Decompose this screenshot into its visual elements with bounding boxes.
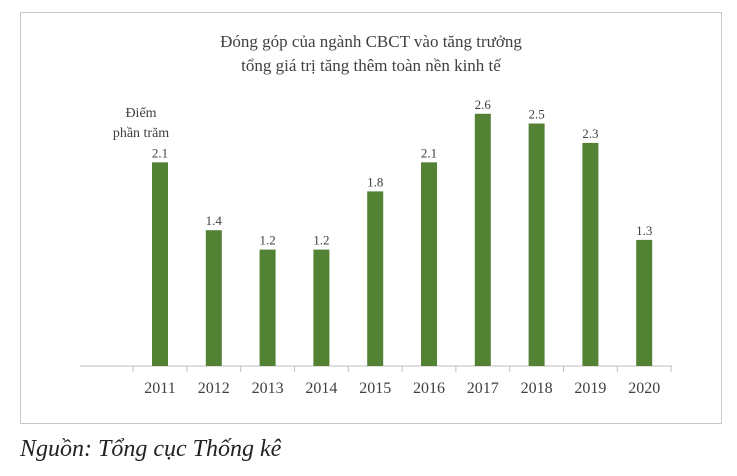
- data-label-2018: 2.5: [528, 107, 544, 122]
- x-tick-label-2014: 2014: [305, 380, 337, 397]
- y-axis-unit-label: Điểm phần trăm: [101, 104, 181, 144]
- data-label-2014: 1.2: [313, 233, 329, 248]
- x-tick-label-2019: 2019: [574, 380, 606, 397]
- data-label-2015: 1.8: [367, 174, 383, 189]
- source-note: Nguồn: Tổng cục Thống kê: [20, 436, 282, 462]
- chart-title-line-2: tổng giá trị tăng thêm toàn nền kinh tế: [241, 56, 501, 75]
- chart-title: Đóng góp của ngành CBCT vào tăng trưởng …: [20, 30, 722, 78]
- x-tick-label-2020: 2020: [628, 380, 660, 397]
- x-tick-label-2011: 2011: [144, 380, 175, 397]
- bar-2016: [421, 162, 437, 366]
- x-tick-label-2015: 2015: [359, 380, 391, 397]
- bar-2018: [528, 123, 545, 366]
- x-tick-label-2018: 2018: [521, 380, 553, 397]
- y-axis-unit-line-2: phần trăm: [112, 126, 170, 141]
- bar-2015: [367, 191, 384, 366]
- bar-2019: [582, 142, 599, 366]
- x-tick-label-2017: 2017: [467, 380, 499, 397]
- bar-2014: [313, 249, 330, 366]
- data-label-2016: 2.1: [421, 145, 437, 160]
- x-tick-label-2016: 2016: [413, 380, 445, 397]
- data-label-2017: 2.6: [475, 97, 492, 112]
- bar-2017: [474, 113, 491, 366]
- x-tick-label-2012: 2012: [198, 380, 230, 397]
- bar-2011: [152, 162, 168, 366]
- x-tick-label-2013: 2013: [252, 380, 284, 397]
- data-label-2012: 1.4: [206, 213, 223, 228]
- bar-2013: [259, 249, 276, 366]
- data-label-2019: 2.3: [582, 126, 598, 141]
- data-label-2013: 1.2: [259, 233, 275, 248]
- chart-title-line-1: Đóng góp của ngành CBCT vào tăng trưởng: [220, 32, 522, 51]
- y-axis-unit-line-1: Điểm: [125, 106, 157, 121]
- data-label-2020: 1.3: [636, 223, 652, 238]
- bar-2020: [636, 239, 653, 366]
- data-label-2011: 2.1: [152, 145, 168, 160]
- bar-2012: [205, 230, 222, 366]
